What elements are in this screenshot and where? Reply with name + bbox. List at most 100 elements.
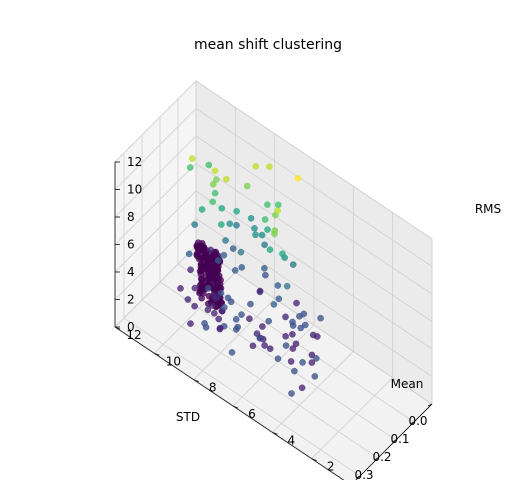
grid-line-right-z (114, 218, 197, 300)
y-tick-label: 4 (288, 433, 296, 447)
data-point (193, 242, 201, 249)
data-point (266, 345, 274, 353)
x-tick-mark (355, 475, 361, 479)
x-tick-label: 0.1 (390, 432, 409, 446)
data-points (177, 155, 324, 397)
grid-line-left-z (195, 163, 433, 322)
data-point (298, 384, 306, 392)
y-tick-label: 2 (327, 460, 335, 474)
x-tick-label: 0.2 (372, 450, 391, 464)
data-point (200, 289, 207, 297)
data-point (229, 245, 237, 252)
data-point (209, 180, 217, 188)
data-point (309, 331, 317, 339)
z-tick-label: 12 (127, 155, 142, 169)
data-point (177, 285, 184, 292)
z-tick-label: 6 (127, 238, 135, 252)
data-point (275, 295, 283, 303)
x-axis-line (355, 403, 433, 480)
y-tick-mark (193, 379, 199, 383)
y-tick-mark (272, 431, 278, 435)
y-axis-label: Mean (391, 377, 424, 391)
data-point (311, 373, 319, 380)
data-point (204, 306, 212, 314)
data-point (220, 304, 228, 311)
data-point (300, 310, 308, 318)
data-point (205, 161, 213, 169)
data-point (222, 175, 230, 183)
grid-line-right-z (114, 163, 197, 245)
data-point (247, 214, 255, 222)
x-tick-label: 0.0 (408, 414, 427, 428)
data-point (208, 302, 216, 309)
data-point (195, 255, 203, 263)
data-point (226, 220, 234, 228)
data-point (217, 276, 224, 284)
grid-line-left-z (195, 218, 433, 377)
data-point (282, 342, 290, 349)
data-point (282, 332, 289, 340)
data-point (312, 355, 320, 362)
data-point (217, 221, 225, 228)
x-tick-mark (409, 421, 415, 425)
data-point (232, 315, 240, 323)
data-point (317, 314, 324, 322)
data-point (274, 201, 282, 209)
grid-line-left-z (195, 190, 433, 350)
data-point (308, 359, 316, 366)
grid-line-right-z (114, 135, 197, 218)
data-point (186, 164, 194, 171)
grid-line-floor-y (311, 377, 393, 459)
x-tick-mark (391, 439, 397, 443)
data-point (264, 226, 271, 233)
data-point (191, 302, 198, 310)
grid-line-right-z (114, 108, 197, 190)
tick-labels: 0.00.10.20.30.4024681012024681012 (126, 155, 427, 480)
data-point (191, 284, 199, 292)
data-point (294, 174, 302, 182)
data-point (259, 323, 266, 330)
data-point (293, 299, 300, 307)
data-point (231, 267, 239, 274)
data-point (215, 315, 222, 323)
data-point (228, 349, 236, 356)
data-point (265, 317, 273, 325)
data-point (211, 167, 219, 175)
data-point (237, 248, 245, 256)
data-point (243, 182, 251, 190)
data-point (218, 204, 226, 212)
data-point (205, 260, 212, 268)
data-point (198, 206, 206, 213)
y-tick-label: 12 (126, 328, 141, 342)
z-tick-label: 2 (127, 293, 135, 307)
data-point (187, 266, 194, 274)
data-point (232, 326, 240, 333)
data-point (207, 246, 214, 254)
data-point (210, 309, 218, 317)
grid-line-left-z (195, 80, 433, 240)
data-point (289, 322, 297, 329)
x-axis-label: STD (176, 410, 200, 424)
data-point (270, 301, 278, 308)
grid-line-floor-y (232, 324, 315, 407)
data-point (308, 351, 316, 359)
data-point (202, 324, 210, 331)
x-tick-label: 0.3 (354, 468, 373, 480)
x-tick-mark (427, 403, 433, 407)
axis-panes (114, 79, 433, 480)
data-point (198, 265, 205, 273)
data-point (256, 287, 264, 295)
data-point (249, 342, 257, 350)
data-point (246, 315, 253, 323)
data-point (233, 221, 240, 229)
data-point (283, 282, 291, 290)
x-tick-mark (373, 457, 379, 461)
z-tick-label: 10 (127, 183, 142, 197)
data-point (188, 155, 196, 162)
data-point (271, 230, 278, 238)
data-point (274, 282, 282, 289)
data-point (184, 296, 192, 303)
grid-line-right-z (114, 80, 197, 163)
grid-line-floor-y (193, 298, 275, 380)
data-point (211, 189, 219, 197)
